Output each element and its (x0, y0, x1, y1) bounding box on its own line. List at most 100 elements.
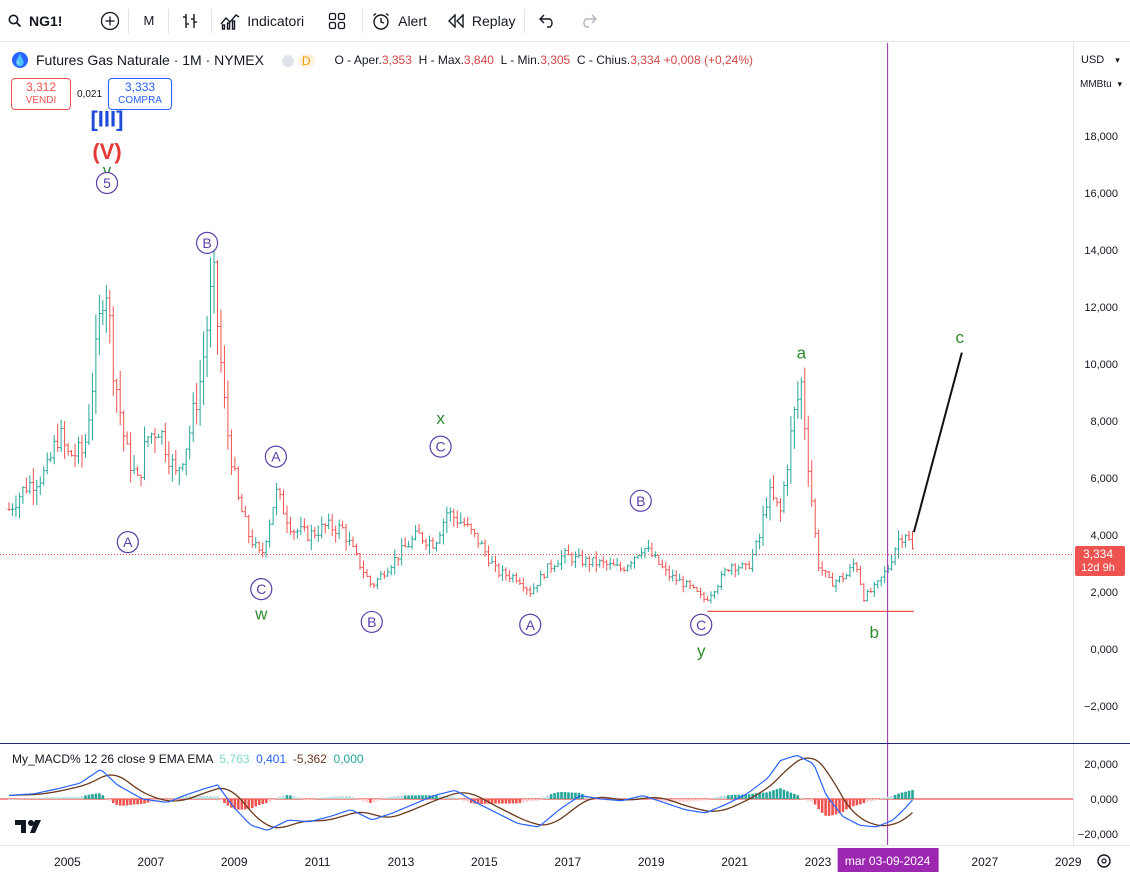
ohlc-bar (671, 569, 675, 582)
macd-histogram-bar (275, 797, 278, 799)
close-label: C - Chius. (576, 53, 631, 67)
macd-histogram-bar (139, 799, 143, 805)
macd-histogram-bar (841, 799, 845, 812)
wave-circle (429, 435, 452, 458)
settings-icon (1097, 854, 1111, 868)
ohlc-bar (518, 577, 522, 585)
macd-histogram-bar (733, 794, 737, 799)
wave-label: y (697, 641, 706, 660)
ohlc-bar (313, 527, 317, 539)
ohlc-bar (368, 575, 372, 587)
redo-button[interactable] (571, 0, 605, 42)
price-tick-label: 12,000 (1084, 302, 1118, 314)
ohlc-bar (796, 381, 800, 419)
ohlc-bar (573, 551, 578, 569)
macd-histogram-bar (720, 796, 723, 799)
currency-selector[interactable]: USD ▾ (1081, 54, 1120, 66)
macd-histogram-bar (765, 792, 768, 799)
macd-histogram-bar (497, 799, 501, 804)
macd-histogram-bar (105, 798, 108, 799)
compare-button[interactable] (70, 0, 128, 42)
indicators-button[interactable]: Indicatori (212, 0, 312, 42)
ohlc-bar (35, 479, 39, 506)
macd-histogram-bar (466, 799, 469, 803)
macd-histogram-bar (556, 792, 560, 799)
macd-histogram-bar (445, 796, 449, 799)
macd-histogram-bar (73, 796, 77, 799)
macd-histogram-bar (786, 791, 789, 799)
alert-button[interactable]: Alert (363, 0, 435, 42)
close-value: 3,334 (630, 53, 661, 67)
ohlc-bar (347, 531, 352, 546)
ohlc-bar (382, 570, 386, 580)
macd-histogram-bar (515, 799, 518, 804)
time-tick-label: 2011 (305, 855, 331, 869)
macd-tick-label: 20,000 (1084, 759, 1118, 771)
symbol-search[interactable]: NG1! (0, 0, 70, 42)
ohlc-bar (181, 463, 185, 472)
wave-label: b (870, 623, 879, 642)
legend-toggle[interactable]: D (281, 52, 315, 68)
ohlc-bar (261, 542, 265, 558)
ohlc-bar (646, 539, 650, 552)
ohlc-bar (636, 554, 640, 559)
macd-histogram-bar (723, 795, 727, 799)
countdown-label: 12d 9h (1081, 562, 1115, 574)
ohlc-bar (559, 550, 564, 570)
ohlc-bar (869, 587, 873, 593)
macd-histogram-bar (661, 799, 664, 802)
symbol-logo-icon: 💧 (12, 52, 28, 68)
wave-label-circled: C (250, 578, 273, 601)
chevron-down-icon: ▾ (1117, 79, 1122, 89)
sell-button[interactable]: 3,312 VENDI (11, 78, 71, 110)
ohlc-bar (372, 582, 376, 589)
replay-button[interactable]: Replay (435, 0, 524, 42)
search-icon (8, 14, 22, 28)
buy-button[interactable]: 3,333 COMPRA (108, 78, 173, 110)
ohlc-bar (292, 529, 296, 540)
layouts-button[interactable] (312, 0, 362, 42)
macd-histogram-bar (754, 793, 758, 799)
ohlc-bar (535, 584, 539, 593)
macd-histogram-bar (292, 796, 296, 799)
ohlc-bar (233, 456, 237, 471)
ohlc-bar (146, 435, 150, 447)
ohlc-bar (514, 572, 518, 584)
macd-histogram-bar (195, 795, 198, 799)
chart-type-button[interactable] (169, 0, 211, 42)
macd-histogram-bar (904, 791, 907, 799)
macd-histogram-bar (216, 796, 219, 799)
ohlc-bar (49, 452, 53, 463)
ohlc-bar (174, 449, 178, 475)
wave-text: C (256, 581, 266, 597)
ohlc-bar (546, 563, 550, 578)
macd-histogram-bar (379, 799, 383, 800)
toolbar-divider (362, 8, 364, 33)
ohlc-bar (202, 331, 206, 406)
macd-histogram-bar (115, 799, 119, 805)
unit-selector[interactable]: MMBtu ▾ (1080, 79, 1122, 90)
macd-histogram-bar (657, 799, 661, 802)
ohlc-bar (354, 543, 359, 556)
interval-button[interactable]: M (143, 13, 155, 28)
macd-histogram-bar (77, 796, 80, 799)
macd-histogram-bar (400, 795, 403, 799)
wave-text: B (202, 235, 211, 251)
macd-histogram-bar (838, 799, 841, 814)
macd-histogram-bar (782, 789, 786, 799)
open-label: O - Aper. (334, 53, 382, 67)
macd-histogram-bar (747, 794, 751, 799)
ohlc-bar (122, 410, 126, 452)
undo-button[interactable] (525, 0, 571, 42)
macd-histogram-bar (469, 799, 473, 803)
ohlc-bar (330, 514, 334, 537)
ohlc-bar (191, 392, 195, 442)
macd-histogram-bar (480, 799, 483, 804)
time-tick-label: 2005 (54, 855, 81, 869)
macd-histogram-bar (911, 790, 914, 799)
macd-histogram-bar (751, 793, 754, 799)
macd-histogram-bar (32, 798, 35, 799)
macd-histogram-bar (633, 797, 636, 799)
ohlc-bar (897, 530, 901, 559)
